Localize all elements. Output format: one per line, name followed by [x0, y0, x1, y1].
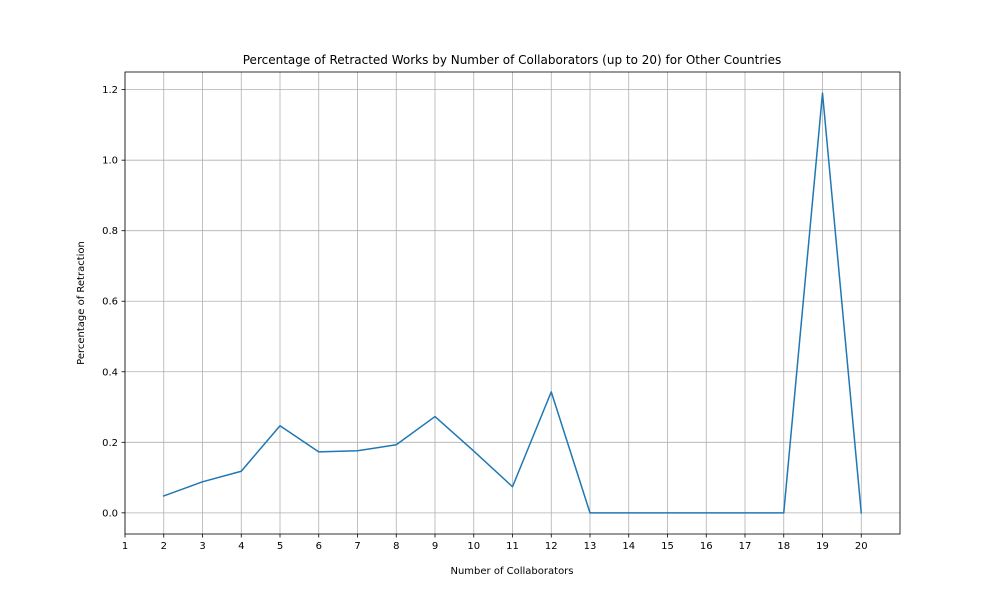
x-tick-label: 2 — [161, 541, 167, 552]
x-tick-label: 1 — [122, 541, 128, 552]
x-axis: 1 2 3 4 5 6 7 8 9 10 11 12 13 14 15 16 17 18 19 20 — [122, 534, 868, 552]
x-tick-label: 7 — [354, 541, 360, 552]
y-tick-label: 0.0 — [102, 508, 118, 519]
x-tick-label: 13 — [584, 541, 597, 552]
y-tick-label: 0.2 — [102, 438, 118, 449]
x-tick-label: 19 — [816, 541, 829, 552]
y-tick-label: 0.8 — [102, 226, 118, 237]
series-layer — [162, 92, 863, 514]
x-tick-label: 5 — [277, 541, 283, 552]
y-axis-label: Percentage of Retraction — [76, 241, 87, 365]
x-tick-label: 20 — [855, 541, 868, 552]
x-tick-label: 12 — [545, 541, 558, 552]
x-tick-label: 14 — [622, 541, 635, 552]
x-tick-label: 3 — [199, 541, 205, 552]
y-axis: 0.0 0.2 0.4 0.6 0.8 1.0 1.2 — [102, 85, 125, 519]
y-tick-label: 0.6 — [102, 297, 118, 308]
y-tick-label: 1.2 — [102, 85, 118, 96]
x-tick-label: 15 — [661, 541, 674, 552]
y-tick-label: 1.0 — [102, 156, 118, 167]
x-tick-label: 9 — [432, 541, 438, 552]
x-axis-label: Number of Collaborators — [450, 566, 573, 577]
grid-lines — [124, 72, 900, 534]
y-tick-label: 0.4 — [102, 367, 118, 378]
series-line — [162, 92, 863, 514]
x-tick-label: 4 — [238, 541, 244, 552]
x-tick-label: 17 — [739, 541, 752, 552]
x-tick-label: 8 — [393, 541, 399, 552]
chart-title: Percentage of Retracted Works by Number … — [243, 53, 782, 67]
x-tick-label: 10 — [467, 541, 480, 552]
x-tick-label: 6 — [316, 541, 322, 552]
x-tick-label: 18 — [777, 541, 790, 552]
x-tick-label: 16 — [700, 541, 713, 552]
x-tick-label: 11 — [506, 541, 519, 552]
